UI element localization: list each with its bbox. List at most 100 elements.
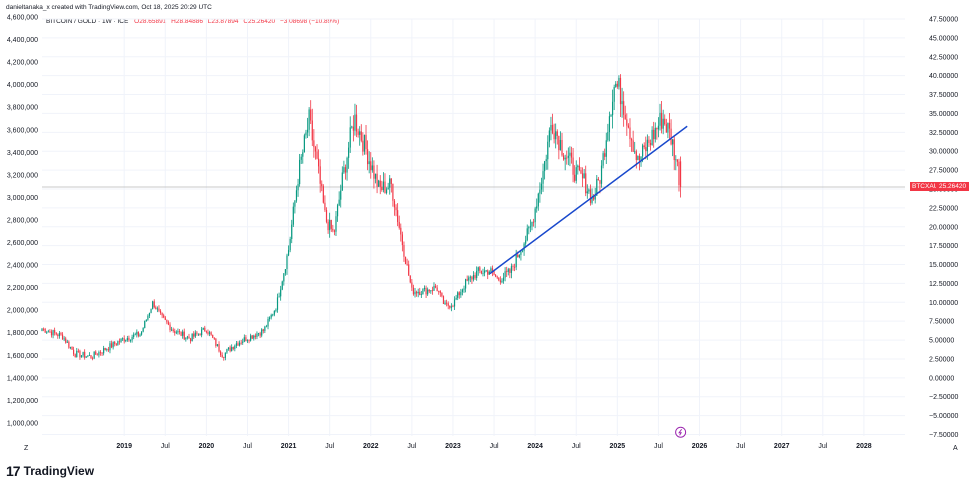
candle-body	[675, 159, 677, 161]
candle-body	[103, 347, 105, 354]
candle-body	[488, 271, 490, 275]
chart-attribution: danieltanaka_x created with TradingView.…	[6, 4, 212, 11]
left-axis-tick-label: 3,600,000	[7, 127, 38, 134]
time-axis: 2019 Jul 2020 Jul 2021 Jul 2022 Jul 2023 Jul 2024 J…	[116, 443, 871, 450]
candle-body	[550, 124, 552, 131]
axis-mode-z[interactable]: Z	[24, 445, 29, 452]
right-axis-tick-label: 27.50000	[929, 168, 958, 175]
candle-body	[191, 333, 193, 342]
time-axis-label: 2023	[445, 443, 461, 450]
candle-body	[49, 331, 51, 333]
candle-body	[393, 200, 396, 208]
time-axis-label: Jul	[818, 443, 827, 450]
right-axis-tick-label: 5.00000	[929, 338, 954, 345]
candle-body	[457, 292, 459, 298]
candle-body	[368, 161, 370, 165]
symbol-title[interactable]: BITCOIN / GOLD · 1W · ICE	[46, 18, 129, 25]
candle-body	[265, 326, 268, 328]
candle-body	[586, 191, 588, 194]
candle-body	[654, 127, 656, 140]
candle-body	[212, 334, 214, 338]
candle-body	[275, 309, 277, 311]
right-axis-tick-label: −5.00000	[929, 413, 958, 420]
candle-body	[397, 210, 399, 222]
candle-body	[483, 270, 486, 274]
left-axis-tick-label: 4,400,000	[7, 37, 38, 44]
candle-body	[112, 341, 114, 348]
candle-body	[556, 131, 558, 136]
candle-body	[133, 334, 135, 338]
candlestick-series	[41, 74, 682, 361]
candle-body	[234, 345, 236, 349]
candle-body	[583, 173, 585, 179]
candle-body	[480, 270, 483, 274]
candle-body	[525, 240, 527, 244]
candle-body	[101, 352, 103, 354]
candle-body	[91, 358, 94, 360]
candle-body	[216, 344, 219, 346]
candle-body	[188, 336, 190, 339]
time-axis-label: Jul	[654, 443, 663, 450]
candle-body	[487, 270, 489, 275]
candle-body	[250, 335, 252, 341]
left-price-axis: 4,600,000 4,400,000 4,200,000 4,000,000 3,80…	[7, 15, 38, 428]
candle-body	[370, 161, 372, 171]
candle-body	[240, 342, 242, 344]
candle-body	[351, 126, 353, 128]
candle-body	[449, 305, 451, 308]
candle-body	[593, 196, 595, 200]
candle-body	[42, 328, 45, 330]
candle-body	[477, 267, 479, 271]
candle-body	[159, 310, 162, 313]
candle-body	[419, 291, 421, 295]
candle-body	[264, 326, 266, 331]
candle-body	[474, 275, 476, 279]
candle-body	[104, 347, 106, 351]
candle-body	[623, 101, 625, 115]
candle-body	[540, 183, 543, 190]
candle-body	[166, 319, 168, 323]
candle-body	[360, 131, 362, 141]
candle-body	[447, 303, 449, 306]
tradingview-wordmark: TradingView	[23, 464, 95, 478]
candle-body	[621, 101, 623, 105]
candle-body	[77, 350, 79, 352]
candle-body	[253, 335, 255, 339]
candle-body	[585, 173, 587, 194]
candle-body	[604, 153, 606, 157]
candle-body	[412, 287, 415, 295]
candle-body	[126, 338, 128, 341]
candle-body	[324, 202, 326, 210]
candle-body	[226, 349, 228, 353]
candle-body	[325, 209, 328, 222]
candle-body	[642, 145, 644, 157]
tradingview-logo-icon: 17	[6, 463, 21, 479]
candle-body	[310, 109, 312, 121]
candle-body	[566, 157, 568, 159]
right-price-axis: 47.50000 45.00000 42.50000 40.00000 37.50000…	[929, 17, 958, 440]
candle-body	[453, 299, 456, 307]
candle-body	[63, 338, 65, 340]
candle-body	[624, 114, 626, 120]
candle-body	[52, 330, 54, 336]
left-axis-tick-label: 3,200,000	[7, 172, 38, 179]
right-axis-tick-label: 12.50000	[929, 281, 958, 288]
candle-body	[65, 338, 67, 343]
candle-body	[205, 331, 207, 333]
candle-body	[227, 347, 230, 350]
chart-grid	[42, 18, 905, 436]
candle-body	[256, 333, 258, 338]
candle-body	[220, 351, 222, 355]
axis-auto-scale-a[interactable]: A	[953, 445, 958, 452]
candle-body	[341, 172, 343, 191]
left-axis-tick-label: 1,400,000	[7, 375, 38, 382]
candle-body	[182, 331, 184, 336]
candle-body	[221, 354, 223, 358]
candle-body	[153, 301, 155, 308]
candle-body	[572, 157, 574, 175]
candle-body	[365, 134, 367, 150]
candle-body	[660, 112, 663, 129]
right-axis-tick-label: 42.50000	[929, 54, 958, 61]
left-axis-tick-label: 2,800,000	[7, 217, 38, 224]
